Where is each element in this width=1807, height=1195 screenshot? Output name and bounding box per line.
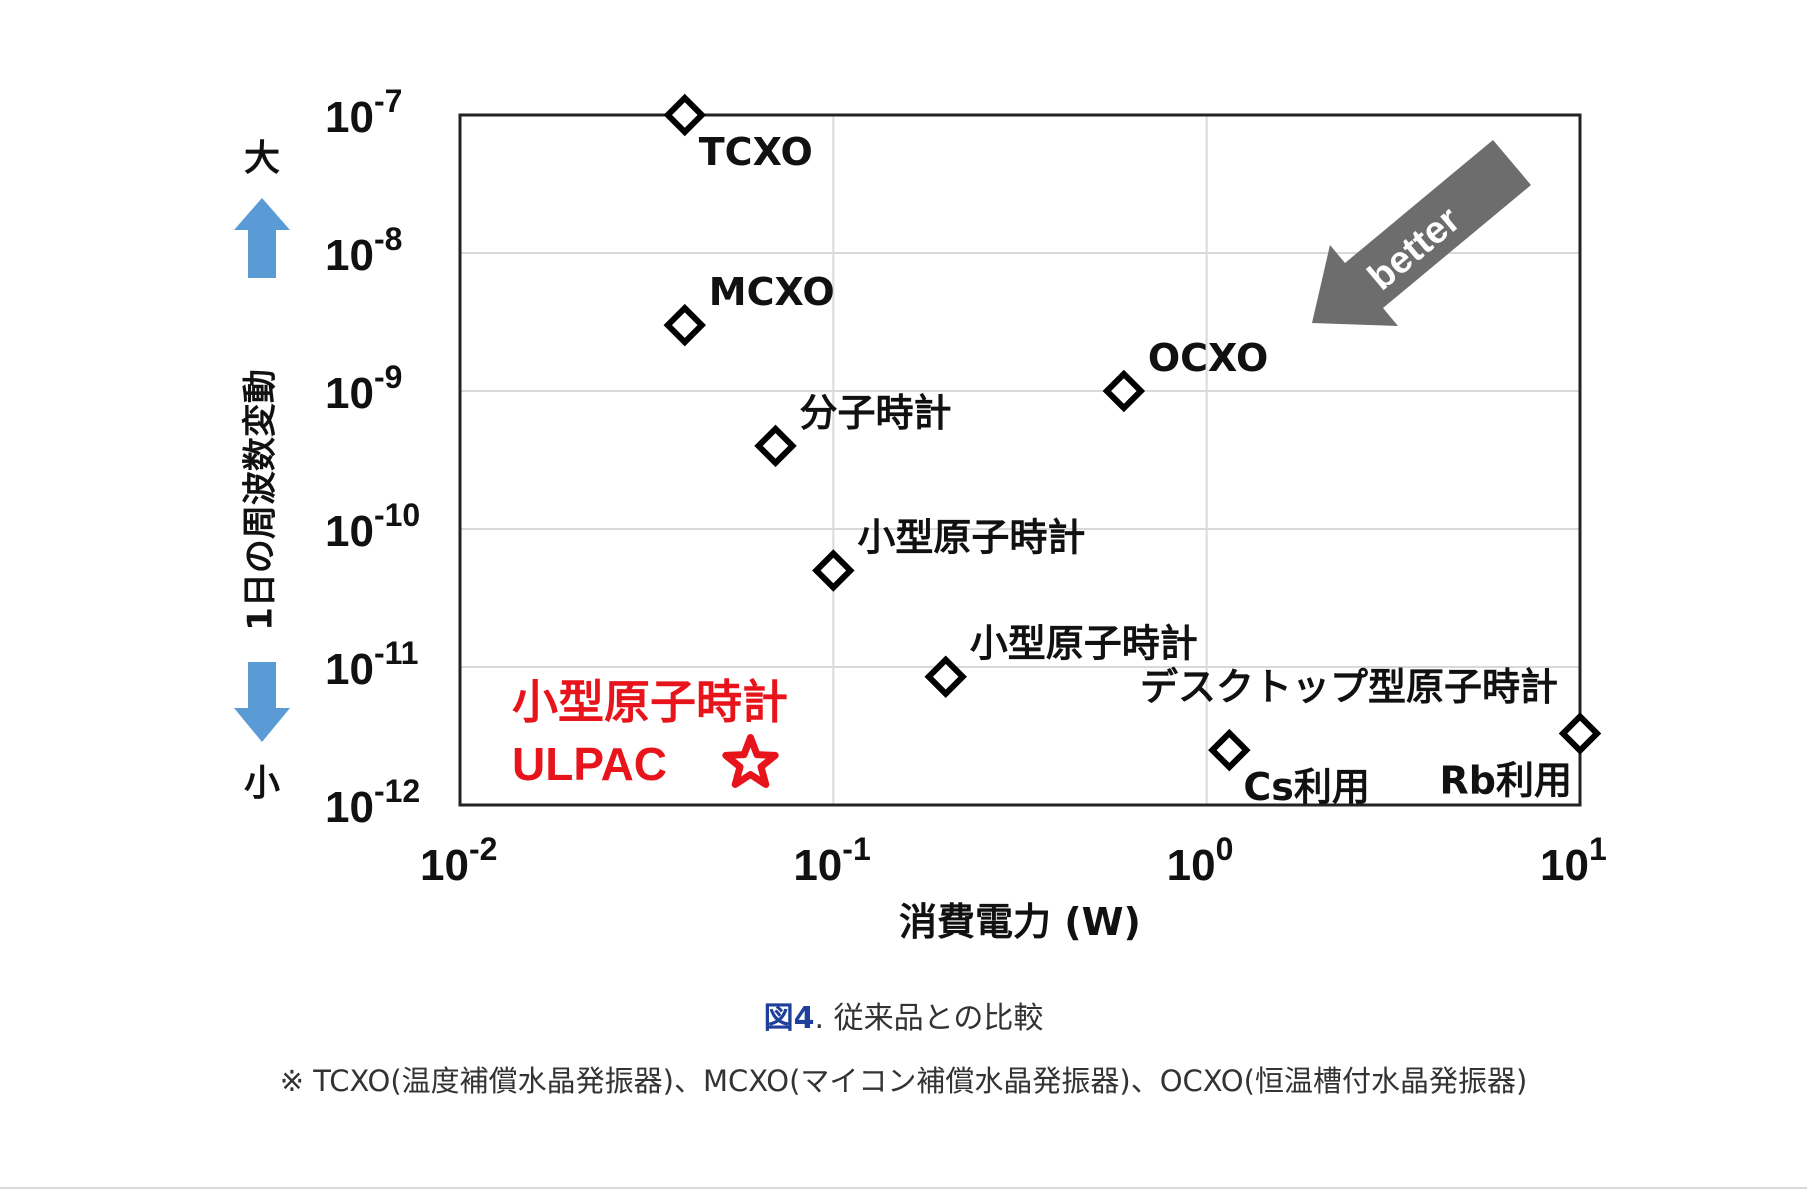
y-top-label: 大: [244, 138, 280, 179]
star-icon: [722, 734, 779, 788]
data-point-label: 小型原子時計: [857, 516, 1085, 560]
up-arrow-icon: [234, 198, 290, 278]
x-tick-label: 100: [1167, 831, 1234, 890]
figure-caption-text: . 従来品との比較: [814, 1001, 1044, 1036]
figure-number: 図4: [763, 1001, 815, 1036]
y-tick-label: 10-12: [325, 773, 420, 832]
bottom-divider: [0, 1187, 1807, 1189]
data-point-marker: [1558, 712, 1602, 755]
y-axis-title: 1日の周波数変動: [241, 369, 281, 631]
data-point-label: MCXO: [709, 270, 835, 314]
plot-frame: [458, 113, 1582, 807]
highlight-ulpac: 小型原子時計 ULPAC: [512, 675, 788, 790]
down-arrow-icon: [234, 662, 290, 742]
y-tick-exponent: -12: [374, 773, 420, 809]
x-tick-exponent: 1: [1589, 831, 1607, 867]
y-tick-label: 10-8: [325, 221, 402, 280]
y-tick-exponent: -7: [374, 83, 402, 119]
data-point-label: 分子時計: [800, 391, 952, 435]
data-point-marker: [1102, 369, 1146, 413]
better-arrow-shape: [1312, 140, 1531, 326]
data-point-label: TCXO: [699, 130, 813, 174]
x-tick-labels: 10-2 10-1 100 101: [420, 831, 1607, 890]
y-tick-exponent: -10: [374, 497, 420, 533]
y-tick-label: 10-11: [325, 635, 418, 694]
data-point-label: OCXO: [1148, 336, 1268, 380]
data-point-marker: [663, 303, 707, 347]
y-tick-label: 10-10: [325, 497, 420, 556]
y-direction-indicators: 大 1日の周波数変動 小: [234, 138, 290, 804]
data-point-label: Cs利用: [1243, 765, 1370, 809]
data-point-label: Rb利用: [1440, 758, 1572, 802]
y-tick-exponent: -9: [374, 359, 402, 395]
x-tick-exponent: 0: [1216, 831, 1234, 867]
y-tick-label: 10-9: [325, 359, 402, 418]
y-tick-exponent: -11: [374, 635, 418, 671]
star-marker: [722, 734, 779, 788]
y-tick-label: 10-7: [325, 83, 402, 142]
figure-caption: 図4. 従来品との比較: [0, 993, 1807, 1037]
data-point-marker: [924, 655, 967, 698]
x-tick-exponent: -1: [842, 831, 870, 867]
y-bottom-label: 小: [244, 763, 280, 804]
data-point-label: 小型原子時計: [970, 622, 1198, 666]
y-tick-exponent: -8: [374, 221, 402, 257]
grid: [460, 115, 1580, 805]
x-tick-label: 10-2: [420, 831, 497, 890]
x-tick-label: 101: [1540, 831, 1607, 890]
x-axis-title: 消費電力 (W): [899, 900, 1141, 944]
data-point-marker: [754, 424, 797, 468]
data-point-marker: [663, 93, 707, 137]
data-point-marker: [812, 549, 855, 592]
data-point-marker: [1208, 728, 1251, 772]
figure-note: ※ TCXO(温度補償水晶発振器)、MCXO(マイコン補償水晶発振器)、OCXO…: [279, 1064, 1528, 1098]
group-label-desktop: デスクトップ型原子時計: [1140, 665, 1558, 709]
x-tick-label: 10-1: [793, 831, 870, 890]
x-tick-exponent: -2: [469, 831, 497, 867]
highlight-name-line1: 小型原子時計: [512, 675, 788, 729]
highlight-name-line2: ULPAC: [512, 738, 667, 790]
y-tick-labels: 10-7 10-8 10-9 10-10 10-11 10-12: [325, 83, 420, 832]
